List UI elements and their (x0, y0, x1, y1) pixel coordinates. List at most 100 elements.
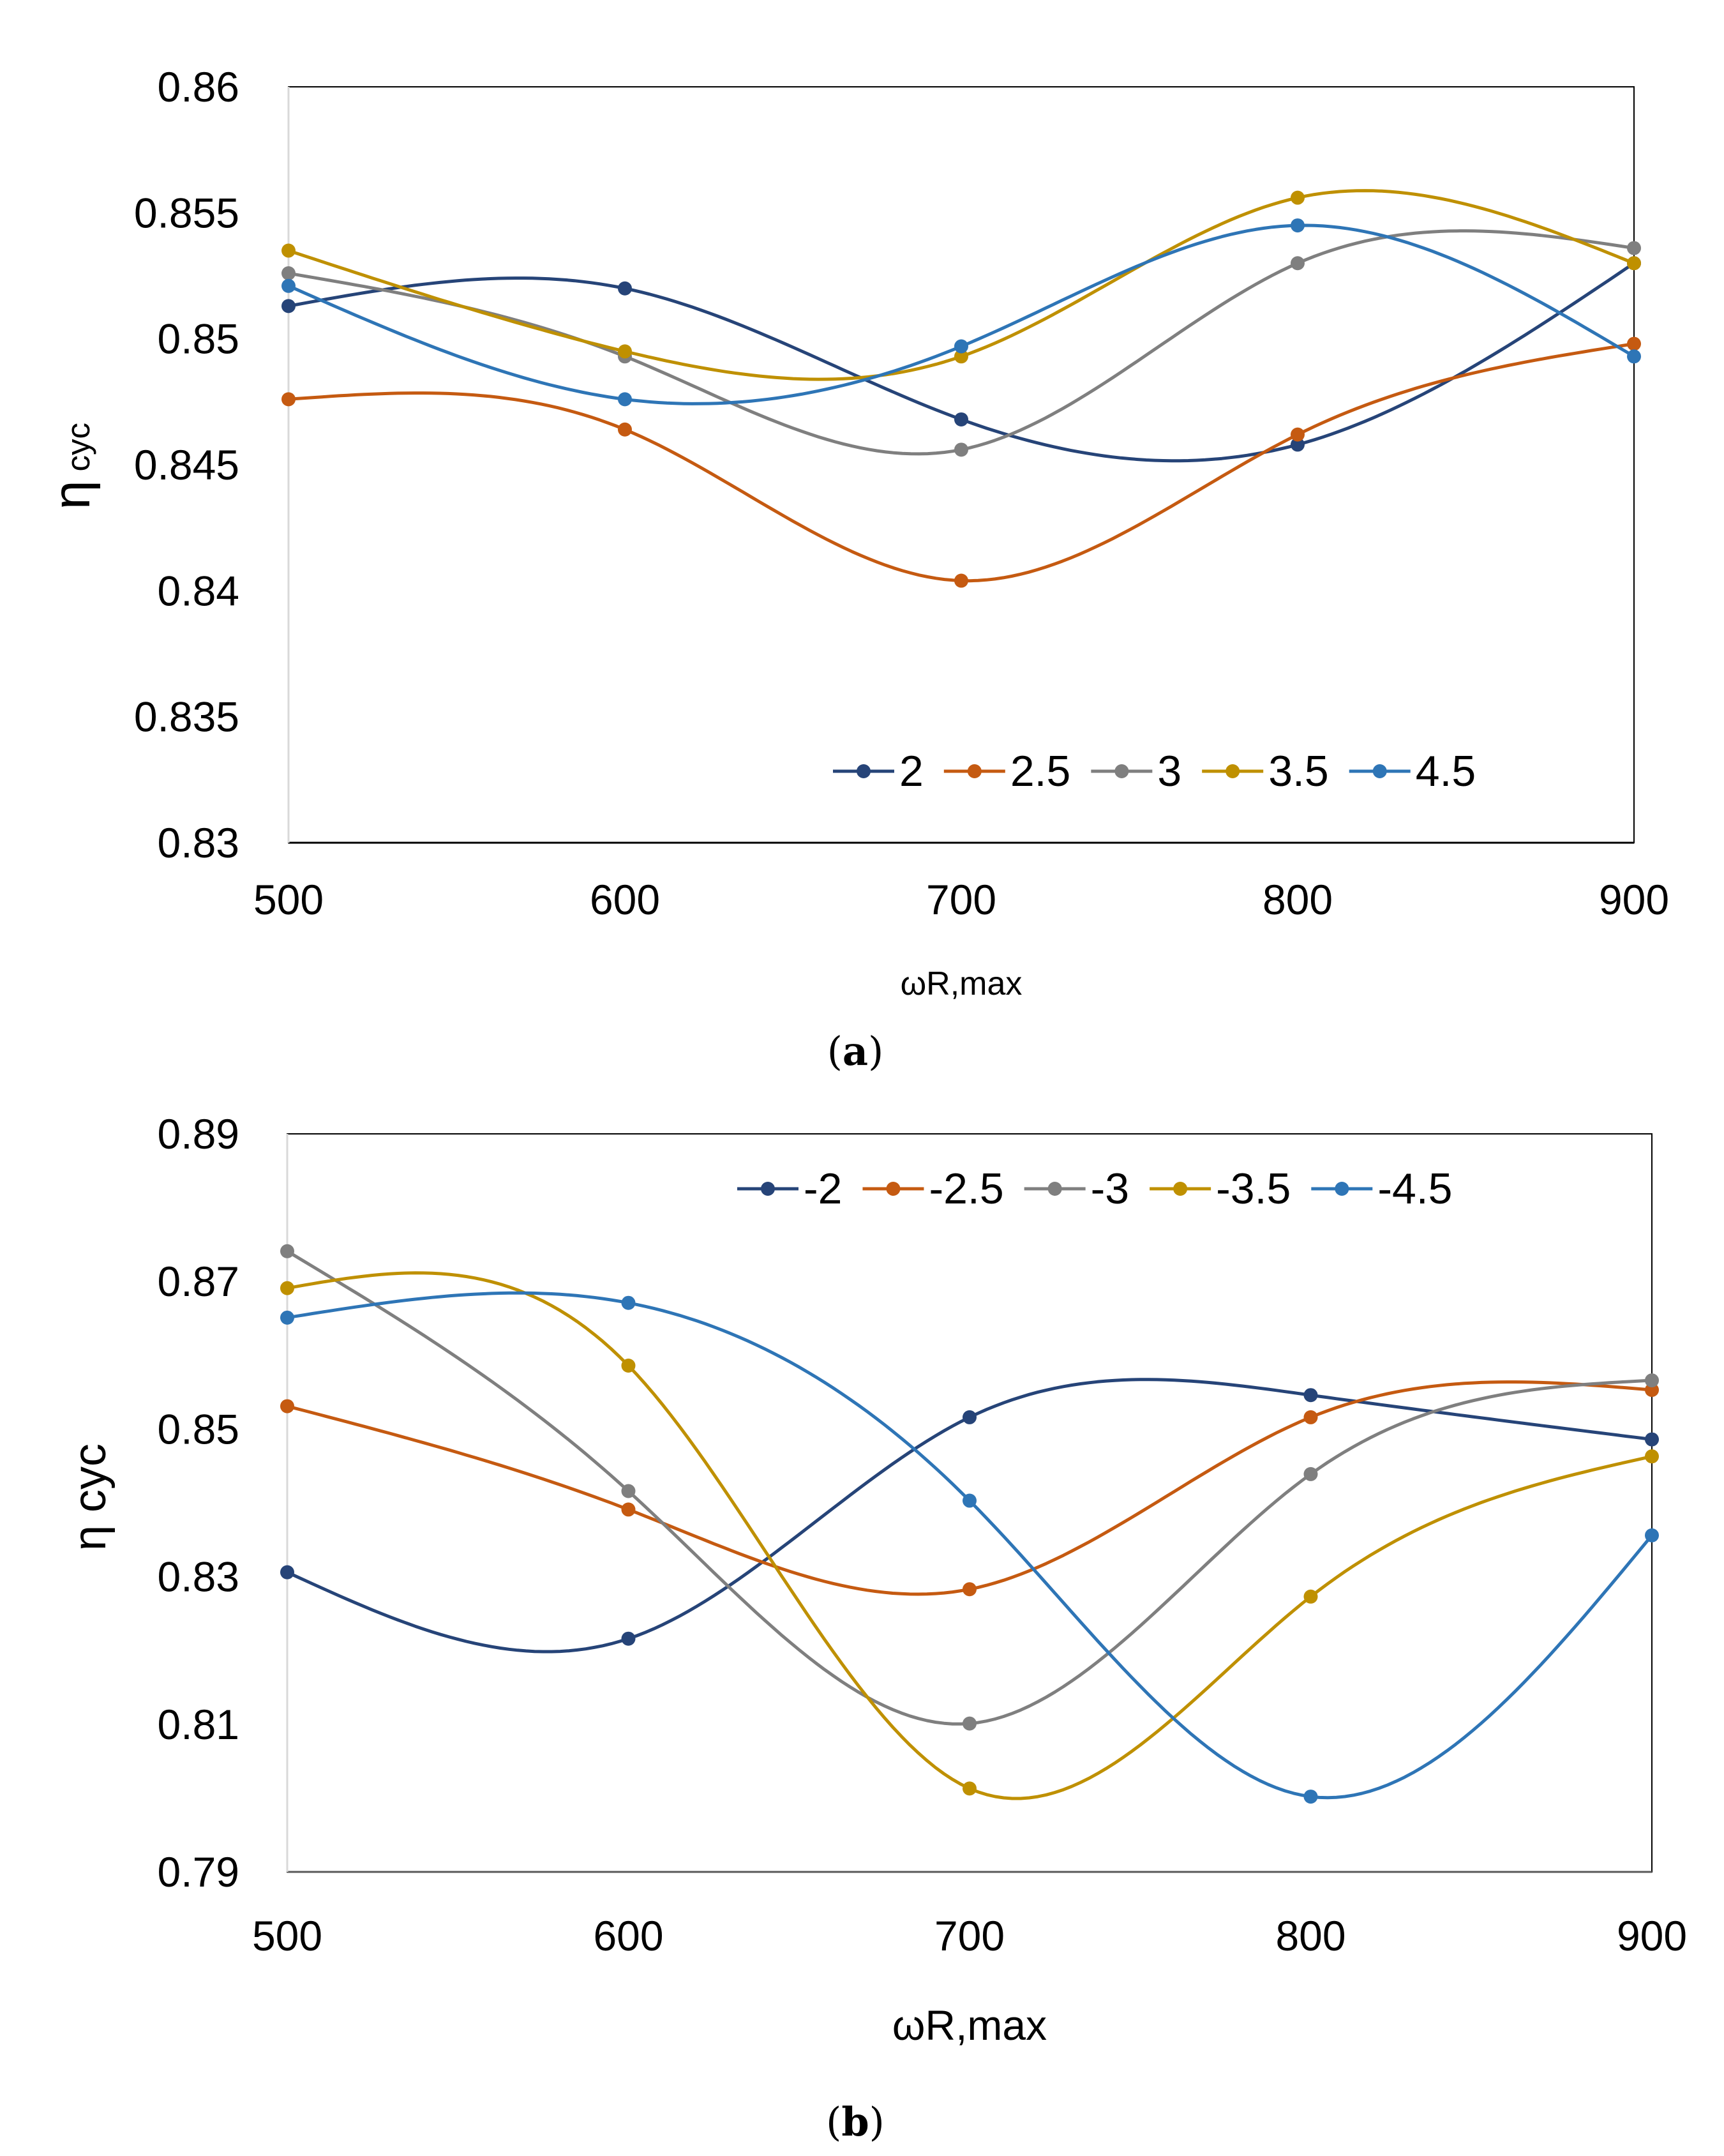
x-tick-label: 500 (252, 1912, 322, 1959)
data-point--3.5-600 (621, 1358, 636, 1373)
data-point--2-800 (1303, 1388, 1318, 1403)
legend-label: 3.5 (1268, 747, 1329, 795)
legend-entry--2.5: -2.5 (862, 1165, 1004, 1213)
data-point-2-800 (1291, 437, 1305, 452)
legend-marker-swatch (1114, 764, 1129, 778)
legend-label: -3.5 (1216, 1165, 1291, 1213)
y-tick-label: 0.84 (158, 567, 239, 614)
x-axis-label: ωR,max (892, 2001, 1047, 2049)
y-tick-label: 0.835 (134, 693, 239, 741)
data-point--4.5-500 (280, 1310, 294, 1325)
legend-entry--4.5: -4.5 (1311, 1165, 1453, 1213)
data-point-2.5-700 (954, 573, 968, 588)
x-tick-label: 500 (253, 876, 324, 923)
data-point--4.5-800 (1303, 1790, 1318, 1804)
data-point-3.5-700 (954, 349, 968, 364)
x-tick-label: 600 (593, 1912, 663, 1959)
legend-marker-swatch (1173, 1182, 1188, 1196)
data-point--2.5-900 (1645, 1383, 1659, 1398)
data-point--2.5-500 (280, 1399, 294, 1413)
data-point-2.5-800 (1291, 427, 1305, 442)
legend-label: 3 (1157, 747, 1181, 795)
legend-label: -3 (1091, 1165, 1129, 1213)
data-point-4.5-700 (954, 339, 968, 354)
legend-marker-swatch (967, 764, 982, 778)
data-point-4.5-600 (618, 392, 632, 407)
data-point-2-700 (954, 412, 968, 426)
y-axis-label: ηcyc (43, 423, 101, 509)
data-point--3-900 (1645, 1373, 1659, 1388)
legend-label: -4.5 (1377, 1165, 1452, 1213)
data-point-4.5-900 (1627, 349, 1641, 364)
legend-label: -2.5 (929, 1165, 1003, 1213)
chart-panel-b: 0.79 0.81 0.83 0.85 0.87 0.89 500 600 700 800 900 … (0, 1079, 1724, 2156)
data-point--2-500 (280, 1565, 294, 1579)
data-point--2.5-700 (963, 1582, 977, 1597)
y-tick-label: 0.89 (158, 1110, 239, 1157)
legend-marker-swatch (857, 764, 871, 778)
series-line-2.5 (287, 342, 1636, 583)
y-axis-label: η cyc (64, 1444, 116, 1551)
legend-marker-swatch (1335, 1182, 1349, 1196)
x-axis-label: ωR,max (901, 965, 1023, 1002)
chart-panel-a: 0.83 0.835 0.84 0.845 0.85 0.855 0.86 500 600 700… (43, 63, 1669, 1074)
legend-entry-3: 3 (1091, 747, 1181, 795)
legend-label: 4.5 (1416, 747, 1476, 795)
x-tick-label: 600 (590, 876, 660, 923)
data-point-2-600 (618, 281, 632, 296)
legend-entry-2: 2 (833, 747, 924, 795)
legend-marker-swatch (761, 1182, 775, 1196)
data-point--3-700 (963, 1716, 977, 1731)
legend-marker-swatch (1226, 764, 1240, 778)
legend-marker-swatch (1047, 1182, 1062, 1196)
y-tick-label: 0.85 (158, 315, 239, 363)
y-tick-label: 0.87 (158, 1258, 239, 1305)
y-tick-label: 0.845 (134, 441, 239, 488)
data-point-3-800 (1291, 256, 1305, 271)
data-point--4.5-600 (621, 1295, 636, 1310)
data-point-2-500 (281, 299, 296, 313)
series-line--3 (285, 1249, 1654, 1726)
x-tick-label: 700 (934, 1912, 1005, 1959)
y-tick-label: 0.79 (158, 1848, 239, 1896)
legend-entry-3.5: 3.5 (1202, 747, 1329, 795)
data-point-2.5-900 (1627, 336, 1641, 351)
x-tick-label: 900 (1599, 876, 1669, 923)
data-point--3.5-900 (1645, 1449, 1659, 1464)
legend-entry-4.5: 4.5 (1349, 747, 1476, 795)
legend-entry--3: -3 (1024, 1165, 1129, 1213)
y-tick-label: 0.81 (158, 1701, 239, 1748)
legend-label: 2 (899, 747, 924, 795)
y-tick-label: 0.855 (134, 189, 239, 236)
data-point--3-500 (280, 1244, 294, 1258)
data-point--3.5-800 (1303, 1589, 1318, 1604)
data-point-4.5-800 (1291, 218, 1305, 233)
plot-frame (288, 86, 1635, 843)
data-point-4.5-500 (281, 278, 296, 293)
data-point--3.5-500 (280, 1281, 294, 1295)
legend-entry--2: -2 (737, 1165, 842, 1213)
y-tick-label: 0.85 (158, 1405, 239, 1452)
legend-marker-swatch (1372, 764, 1387, 778)
chart-a-svg: 0.83 0.835 0.84 0.845 0.85 0.855 0.86 500 600 700… (43, 63, 1669, 1074)
data-point--4.5-900 (1645, 1528, 1659, 1542)
data-point-2.5-500 (281, 392, 296, 407)
data-point--3-800 (1303, 1466, 1318, 1481)
data-point-3-500 (281, 266, 296, 281)
data-point-3-900 (1627, 241, 1641, 255)
data-point-3.5-900 (1627, 256, 1641, 271)
data-point--2.5-800 (1303, 1410, 1318, 1424)
panel-caption: (b) (826, 2099, 885, 2145)
x-tick-label: 800 (1263, 876, 1333, 923)
data-point--3-600 (621, 1484, 636, 1498)
y-tick-label: 0.86 (158, 63, 239, 110)
data-point--2-900 (1645, 1432, 1659, 1447)
data-point-3.5-500 (281, 243, 296, 258)
data-point--2-600 (621, 1631, 636, 1646)
data-point-3-700 (954, 442, 968, 457)
data-point-3.5-800 (1291, 190, 1305, 205)
data-point--2-700 (963, 1410, 977, 1424)
x-tick-label: 700 (926, 876, 996, 923)
panel-caption: (a) (827, 1028, 884, 1074)
